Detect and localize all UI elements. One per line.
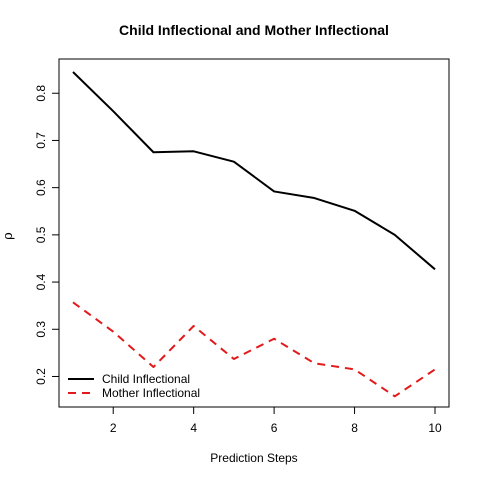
- y-tick-label: 0.4: [34, 273, 48, 290]
- series-line-mother-inflectional: [72, 301, 436, 398]
- x-axis: 2 4 6 8 10: [110, 407, 442, 435]
- y-tick-label: 0.6: [34, 179, 48, 196]
- y-tick-label: 0.3: [34, 321, 48, 338]
- y-tick-label: 0.2: [34, 368, 48, 385]
- legend-label: Child Inflectional: [102, 372, 190, 386]
- y-tick-label: 0.5: [34, 226, 48, 243]
- x-tick-label: 8: [351, 421, 358, 435]
- legend-label: Mother Inflectional: [102, 386, 200, 400]
- y-tick-label: 0.7: [34, 132, 48, 149]
- x-tick-label: 10: [428, 421, 442, 435]
- x-tick-label: 6: [271, 421, 278, 435]
- x-axis-label: Prediction Steps: [210, 451, 297, 465]
- y-axis-label: ρ: [1, 232, 16, 240]
- series-line-child-inflectional: [72, 71, 436, 271]
- x-tick-label: 4: [190, 421, 197, 435]
- plot-frame: [58, 58, 450, 408]
- series-layer: [72, 71, 436, 398]
- chart-title: Child Inflectional and Mother Inflection…: [119, 22, 389, 38]
- y-tick-label: 0.8: [34, 85, 48, 102]
- x-tick-label: 2: [110, 421, 117, 435]
- y-axis: 0.2 0.3 0.4 0.5 0.6 0.7 0.8: [34, 85, 59, 385]
